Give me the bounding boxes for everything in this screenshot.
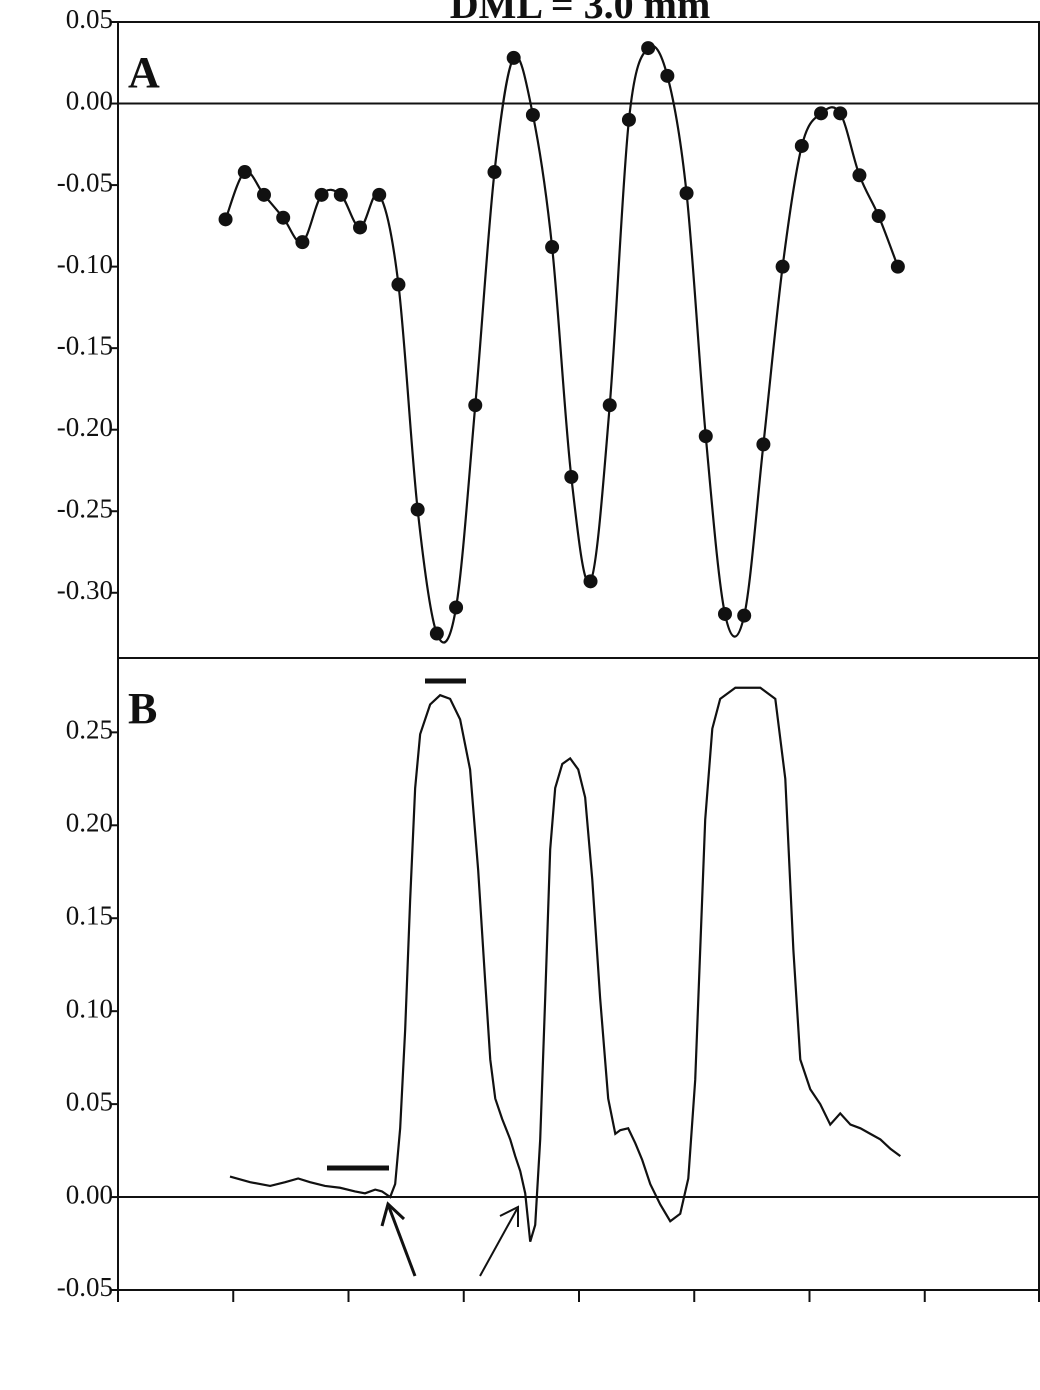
y-tick-label: 0.25 xyxy=(66,715,113,745)
data-point xyxy=(468,398,483,413)
arrow xyxy=(387,1206,417,1277)
data-point xyxy=(429,626,444,641)
data-point xyxy=(756,437,771,452)
data-point xyxy=(256,187,271,202)
data-point xyxy=(737,608,752,623)
data-point xyxy=(717,606,732,621)
arrow xyxy=(479,1208,518,1277)
y-tick-label: 0.20 xyxy=(66,807,113,837)
data-point xyxy=(660,68,675,83)
data-line xyxy=(224,44,899,644)
data-point xyxy=(410,502,425,517)
data-point xyxy=(276,210,291,225)
data-point xyxy=(353,220,368,235)
y-tick-label: 0.15 xyxy=(66,900,113,930)
data-point xyxy=(506,50,521,65)
plot-frame xyxy=(117,657,1040,1291)
data-point xyxy=(641,41,656,56)
data-point xyxy=(698,429,713,444)
data-point xyxy=(564,469,579,484)
data-point xyxy=(890,259,905,274)
y-tick-label: 0.00 xyxy=(66,1179,113,1209)
panel: 0.25 0.20 0.15 0.10 0.05 0.00 -0.05 B xyxy=(57,657,1040,1302)
arrow-head xyxy=(380,1201,406,1227)
y-tick-label: -0.20 xyxy=(57,412,113,442)
y-tick-label: 0.05 xyxy=(66,4,113,34)
y-tick-label: -0.15 xyxy=(57,330,113,360)
data-point xyxy=(621,112,636,127)
y-tick-label: 0.05 xyxy=(66,1086,113,1116)
data-point xyxy=(679,186,694,201)
data-point xyxy=(218,212,233,227)
data-point xyxy=(871,209,886,224)
y-tick-label: 0.00 xyxy=(66,86,113,116)
y-tick-label: 0.10 xyxy=(66,993,113,1023)
y-tick-label: -0.30 xyxy=(57,575,113,605)
data-point xyxy=(794,138,809,153)
data-point xyxy=(391,277,406,292)
data-line xyxy=(229,686,902,1242)
y-tick-label: -0.05 xyxy=(57,167,113,197)
data-point xyxy=(525,107,540,122)
data-point xyxy=(852,168,867,183)
data-point xyxy=(583,574,598,589)
data-point xyxy=(314,187,329,202)
data-point xyxy=(295,235,310,250)
plot-frame xyxy=(117,21,1040,659)
y-tick-label: -0.05 xyxy=(57,1272,113,1302)
panel-label: B xyxy=(128,684,157,733)
data-point xyxy=(237,165,252,180)
y-tick-label: -0.25 xyxy=(57,493,113,523)
annotations xyxy=(327,678,519,1277)
panel-label: A xyxy=(128,48,160,97)
data-point xyxy=(487,165,502,180)
data-point xyxy=(333,187,348,202)
data-point xyxy=(602,398,617,413)
data-point xyxy=(545,240,560,255)
data-point xyxy=(372,187,387,202)
data-point xyxy=(775,259,790,274)
arrow-head xyxy=(499,1205,519,1227)
data-point xyxy=(814,106,829,121)
data-point xyxy=(449,600,464,615)
y-tick-label: -0.10 xyxy=(57,249,113,279)
data-point xyxy=(833,106,848,121)
panel: 0.05 0.00 -0.05 -0.10 -0.15 -0.20 -0.25 -0.30 A xyxy=(57,4,1040,659)
